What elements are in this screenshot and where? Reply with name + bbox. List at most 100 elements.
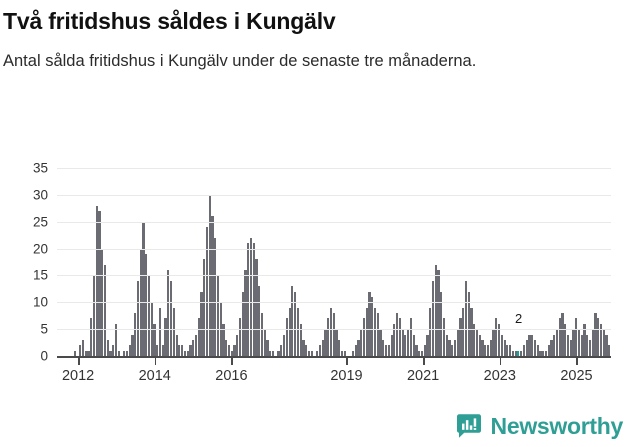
bar bbox=[586, 334, 589, 356]
bar bbox=[547, 345, 550, 356]
bar bbox=[269, 350, 272, 356]
x-axis-labels: 2012 2014 2016 2019 2021 2023 2025 bbox=[57, 368, 611, 392]
bar bbox=[125, 350, 129, 356]
x-axis-tick bbox=[231, 358, 233, 365]
bar bbox=[379, 329, 382, 356]
bar bbox=[98, 210, 101, 356]
bar bbox=[420, 350, 424, 356]
bar bbox=[230, 350, 233, 356]
bar bbox=[481, 339, 484, 356]
bar bbox=[189, 345, 192, 356]
y-axis-tick-label: 15 bbox=[32, 267, 48, 283]
gridline bbox=[57, 194, 611, 196]
bar bbox=[296, 307, 299, 356]
bar bbox=[147, 275, 151, 356]
bar bbox=[307, 350, 311, 356]
bar bbox=[500, 334, 503, 356]
x-axis-tick-label: 2023 bbox=[483, 368, 516, 384]
x-axis-tick bbox=[499, 358, 502, 365]
bar bbox=[365, 307, 368, 356]
bar bbox=[486, 345, 490, 356]
bar bbox=[156, 345, 159, 356]
bar bbox=[343, 350, 346, 356]
bar bbox=[338, 339, 341, 356]
bar bbox=[437, 270, 440, 356]
bar bbox=[238, 318, 242, 356]
bar bbox=[294, 291, 297, 356]
bar bbox=[134, 313, 137, 356]
bar bbox=[247, 243, 250, 356]
bar bbox=[509, 345, 512, 356]
bar bbox=[178, 345, 181, 356]
bar-value-label: 2 bbox=[515, 310, 523, 326]
bar bbox=[566, 334, 570, 356]
bar bbox=[511, 350, 514, 356]
bar bbox=[340, 350, 344, 356]
bar bbox=[382, 339, 385, 356]
bar bbox=[153, 323, 156, 356]
bar bbox=[387, 345, 390, 356]
bar bbox=[484, 345, 487, 356]
bar bbox=[550, 339, 553, 356]
bar bbox=[170, 280, 173, 356]
bar bbox=[605, 334, 608, 356]
bar bbox=[533, 339, 537, 356]
bar bbox=[503, 339, 506, 356]
bar bbox=[418, 350, 421, 356]
bar bbox=[258, 286, 261, 356]
bar bbox=[575, 318, 578, 356]
bar bbox=[558, 318, 561, 356]
bar bbox=[172, 307, 175, 356]
bar bbox=[390, 334, 393, 356]
plot-area: 2 bbox=[57, 168, 611, 357]
x-axis-tick bbox=[423, 358, 425, 365]
bar bbox=[588, 339, 592, 356]
bar bbox=[384, 345, 388, 356]
bar bbox=[109, 350, 112, 356]
bar bbox=[90, 318, 93, 356]
bar bbox=[299, 323, 302, 356]
gridline bbox=[57, 248, 611, 250]
bar bbox=[445, 334, 448, 356]
bar bbox=[599, 323, 603, 356]
bar bbox=[404, 334, 407, 356]
bar bbox=[277, 350, 280, 356]
x-axis-tick-label: 2014 bbox=[138, 368, 171, 384]
bar bbox=[260, 313, 264, 356]
bar bbox=[442, 318, 446, 356]
bar bbox=[440, 291, 443, 356]
bar bbox=[233, 345, 236, 356]
bar bbox=[285, 318, 288, 356]
x-axis-tick-label: 2025 bbox=[560, 368, 593, 384]
bar bbox=[514, 350, 517, 356]
bar bbox=[175, 334, 178, 356]
bar bbox=[123, 350, 126, 356]
bar bbox=[84, 350, 87, 356]
x-axis-tick-label: 2019 bbox=[330, 368, 363, 384]
x-axis-tick bbox=[576, 358, 578, 365]
bar bbox=[423, 345, 426, 356]
bar bbox=[161, 345, 164, 356]
bar bbox=[462, 307, 465, 356]
bar bbox=[225, 339, 228, 356]
bar-chart-speech-bubble-icon bbox=[456, 413, 482, 439]
bar bbox=[608, 345, 611, 356]
y-axis-tick-label: 10 bbox=[32, 294, 48, 310]
bar bbox=[200, 291, 203, 356]
bar bbox=[222, 323, 225, 356]
bar bbox=[594, 313, 597, 356]
bar bbox=[79, 345, 82, 356]
bar bbox=[434, 264, 437, 356]
bar bbox=[602, 329, 605, 356]
bar bbox=[288, 307, 291, 356]
bar bbox=[591, 329, 594, 356]
x-axis-tick bbox=[346, 358, 348, 365]
bar bbox=[283, 334, 286, 356]
bar bbox=[371, 296, 374, 356]
bar bbox=[569, 339, 572, 356]
x-axis-tick bbox=[154, 358, 157, 365]
brand-footer: Newsworthy bbox=[456, 413, 623, 439]
bar bbox=[203, 259, 206, 356]
bar bbox=[539, 350, 542, 356]
bar bbox=[87, 350, 90, 356]
